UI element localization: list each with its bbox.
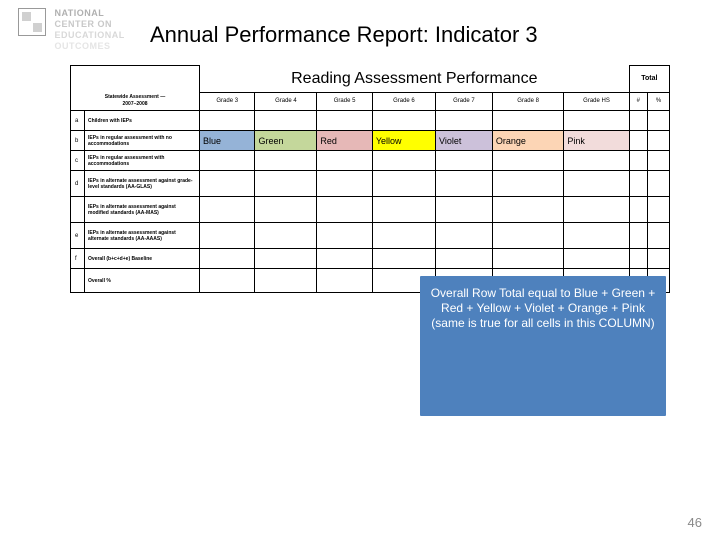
logo-line: CENTER ON — [54, 19, 124, 30]
data-cell: Yellow — [372, 131, 435, 151]
table-row: d IEPs in alternate assessment against g… — [71, 171, 670, 197]
row-label: IEPs in regular assessment with no accom… — [85, 131, 200, 151]
table-title: Reading Assessment Performance — [200, 66, 630, 93]
table-row: a Children with IEPs — [71, 111, 670, 131]
data-cell: Blue — [200, 131, 255, 151]
table-row: c IEPs in regular assessment with accomm… — [71, 151, 670, 171]
data-cell: Pink — [564, 131, 629, 151]
row-label: IEPs in alternate assessment against mod… — [85, 197, 200, 223]
col-header: Grade 4 — [255, 92, 317, 111]
row-label: IEPs in alternate assessment against gra… — [85, 171, 200, 197]
col-header: Grade 7 — [436, 92, 493, 111]
total-header: Total — [629, 66, 669, 93]
col-header: % — [647, 92, 669, 111]
data-cell: Orange — [492, 131, 564, 151]
logo-text: NATIONAL CENTER ON EDUCATIONAL OUTCOMES — [54, 8, 124, 52]
row-key — [71, 197, 85, 223]
callout-box: Overall Row Total equal to Blue + Green … — [420, 276, 666, 416]
page-title: Annual Performance Report: Indicator 3 — [150, 22, 538, 48]
row-key: e — [71, 223, 85, 249]
table-row: b IEPs in regular assessment with no acc… — [71, 131, 670, 151]
statewide-year: 2007–2008 — [74, 101, 196, 108]
logo-line: NATIONAL — [54, 8, 124, 19]
col-header: Grade 6 — [372, 92, 435, 111]
col-header: Grade HS — [564, 92, 629, 111]
data-cell: Violet — [436, 131, 493, 151]
row-key: b — [71, 131, 85, 151]
table-row: IEPs in alternate assessment against mod… — [71, 197, 670, 223]
logo-line: OUTCOMES — [54, 41, 124, 52]
col-header: Grade 5 — [317, 92, 372, 111]
row-label: Overall (b+c+d+e) Baseline — [85, 249, 200, 269]
row-key: a — [71, 111, 85, 131]
row-label: Children with IEPs — [85, 111, 200, 131]
table-row: e IEPs in alternate assessment against a… — [71, 223, 670, 249]
logo-icon — [18, 8, 46, 36]
table-row: f Overall (b+c+d+e) Baseline — [71, 249, 670, 269]
statewide-label: Statewide Assessment — — [74, 94, 196, 101]
row-key — [71, 269, 85, 293]
row-label: IEPs in alternate assessment against alt… — [85, 223, 200, 249]
col-header: Grade 3 — [200, 92, 255, 111]
row-label: Overall % — [85, 269, 200, 293]
data-cell: Red — [317, 131, 372, 151]
row-label: IEPs in regular assessment with accommod… — [85, 151, 200, 171]
logo: NATIONAL CENTER ON EDUCATIONAL OUTCOMES — [18, 8, 148, 52]
row-key: c — [71, 151, 85, 171]
row-key: d — [71, 171, 85, 197]
col-header: Grade 8 — [492, 92, 564, 111]
performance-table: Reading Assessment Performance Total Sta… — [70, 65, 670, 293]
row-key: f — [71, 249, 85, 269]
col-header: # — [629, 92, 647, 111]
page-number: 46 — [688, 515, 702, 530]
data-cell: Green — [255, 131, 317, 151]
logo-line: EDUCATIONAL — [54, 30, 124, 41]
